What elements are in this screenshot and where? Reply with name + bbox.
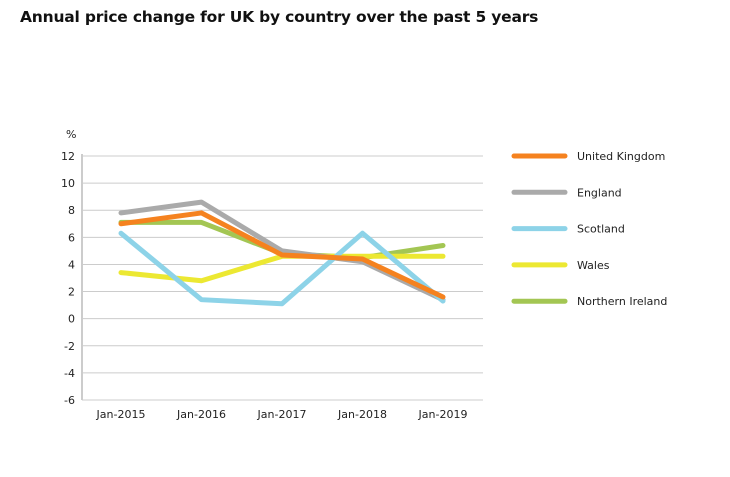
legend-label: Scotland (577, 223, 625, 236)
x-tick-label: Jan-2019 (418, 408, 468, 421)
y-tick-label: 0 (68, 313, 75, 326)
y-axis-label: % (66, 128, 76, 141)
y-tick-label: 8 (68, 204, 75, 217)
x-tick-label: Jan-2015 (96, 408, 146, 421)
x-tick-label: Jan-2017 (257, 408, 307, 421)
y-tick-label: 6 (68, 231, 75, 244)
x-tick-label: Jan-2018 (337, 408, 387, 421)
series-line-scotland (118, 230, 446, 307)
chart-title: Annual price change for UK by country ov… (20, 8, 539, 26)
y-tick-label: 2 (68, 286, 75, 299)
legend-label: Wales (577, 259, 610, 272)
y-tick-label: 4 (68, 258, 75, 271)
legend-label: United Kingdom (577, 150, 665, 163)
y-tick-label: 12 (61, 150, 75, 163)
legend-label: Northern Ireland (577, 295, 667, 308)
y-tick-label: 10 (61, 177, 75, 190)
x-tick-label: Jan-2016 (176, 408, 226, 421)
y-tick-label: -2 (64, 340, 75, 353)
series-line-united-kingdom (118, 210, 446, 300)
legend-label: England (577, 186, 622, 199)
y-tick-label: -4 (64, 367, 75, 380)
y-tick-label: -6 (64, 394, 75, 407)
